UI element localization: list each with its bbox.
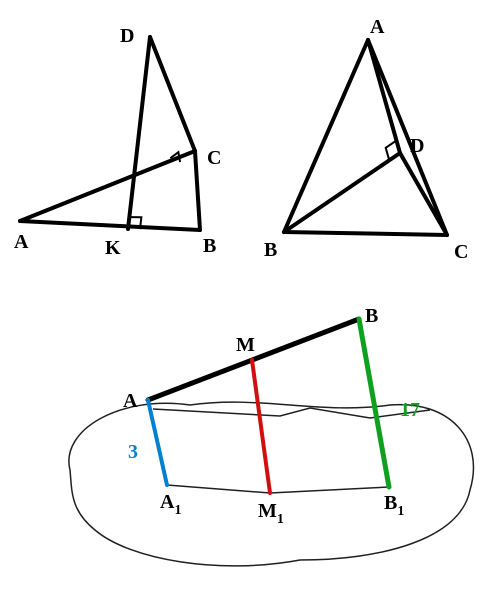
svg-text:A: A [14, 231, 29, 253]
svg-text:B: B [203, 235, 216, 257]
svg-text:B: B [365, 305, 378, 327]
svg-text:A: A [123, 390, 138, 412]
svg-text:A: A [370, 16, 385, 38]
svg-text:C: C [207, 147, 221, 169]
svg-text:17: 17 [400, 399, 420, 421]
svg-text:M: M [236, 334, 255, 356]
svg-text:C: C [454, 241, 468, 263]
svg-text:B: B [264, 239, 277, 261]
svg-text:K: K [105, 237, 121, 259]
svg-text:D: D [120, 25, 134, 47]
svg-text:3: 3 [128, 441, 138, 463]
svg-text:D: D [410, 135, 424, 157]
